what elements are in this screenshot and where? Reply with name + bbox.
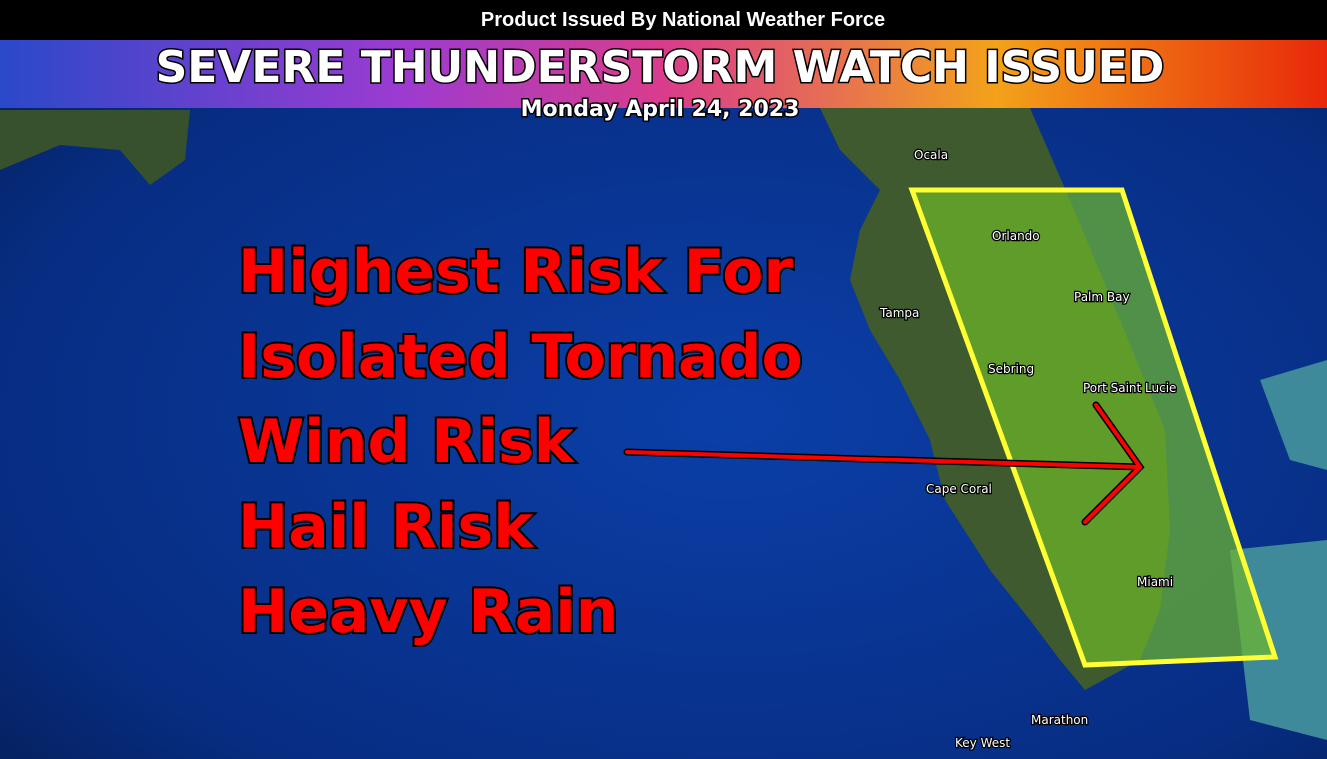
risk-line: Hail Risk — [238, 492, 535, 562]
risk-line: Highest Risk For — [238, 237, 793, 307]
city-label: Orlando — [992, 229, 1040, 243]
panhandle — [0, 110, 190, 185]
issuer: Product Issued By National Weather Force — [481, 9, 885, 31]
city-label: Sebring — [988, 362, 1034, 376]
city-label: Port Saint Lucie — [1083, 381, 1176, 395]
title-banner — [0, 40, 1327, 108]
arrow — [625, 403, 1143, 524]
watch-area — [908, 187, 1279, 668]
city-label: Marathon — [1031, 713, 1088, 727]
labels: Highest Risk For Isolated Tornado Wind Ris… — [236, 147, 1178, 752]
city-label: Miami — [1137, 575, 1173, 589]
city-label: Cape Coral — [926, 482, 992, 496]
bahamas — [1260, 360, 1327, 470]
city-label: Tampa — [879, 306, 919, 320]
city-label: Palm Bay — [1074, 290, 1130, 304]
top-bar — [0, 0, 1327, 40]
city-label: Ocala — [914, 148, 948, 162]
date: Monday April 24, 2023 — [521, 97, 800, 122]
risk-line: Isolated Tornado — [238, 322, 803, 392]
city-label: Key West — [955, 736, 1010, 750]
risk-line: Heavy Rain — [238, 577, 618, 647]
title: SEVERE THUNDERSTORM WATCH ISSUED — [156, 42, 1165, 93]
risk-line: Wind Risk — [238, 407, 576, 477]
